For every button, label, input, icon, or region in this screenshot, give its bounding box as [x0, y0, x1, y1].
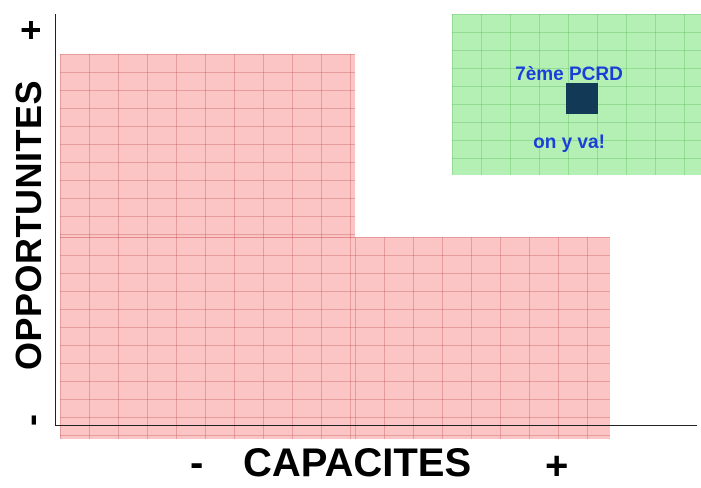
green-box-title: 7ème PCRD [515, 64, 623, 85]
y-axis-plus: + [10, 19, 51, 41]
y-axis-line [55, 14, 56, 426]
y-axis-minus: - [10, 414, 51, 426]
region-low-capacity-low-opportunity [60, 237, 355, 439]
region-high-capacity-low-opportunity [355, 237, 610, 439]
x-axis-minus: - [190, 441, 204, 485]
position-marker [566, 83, 598, 114]
x-axis-title: CAPACITES [243, 441, 472, 485]
x-axis-line [55, 425, 697, 426]
x-axis-plus: + [545, 444, 569, 488]
y-axis-title: OPPORTUNITES [8, 79, 49, 371]
green-box-subtitle: on y va! [533, 132, 605, 153]
region-low-capacity-high-opportunity [60, 54, 355, 238]
